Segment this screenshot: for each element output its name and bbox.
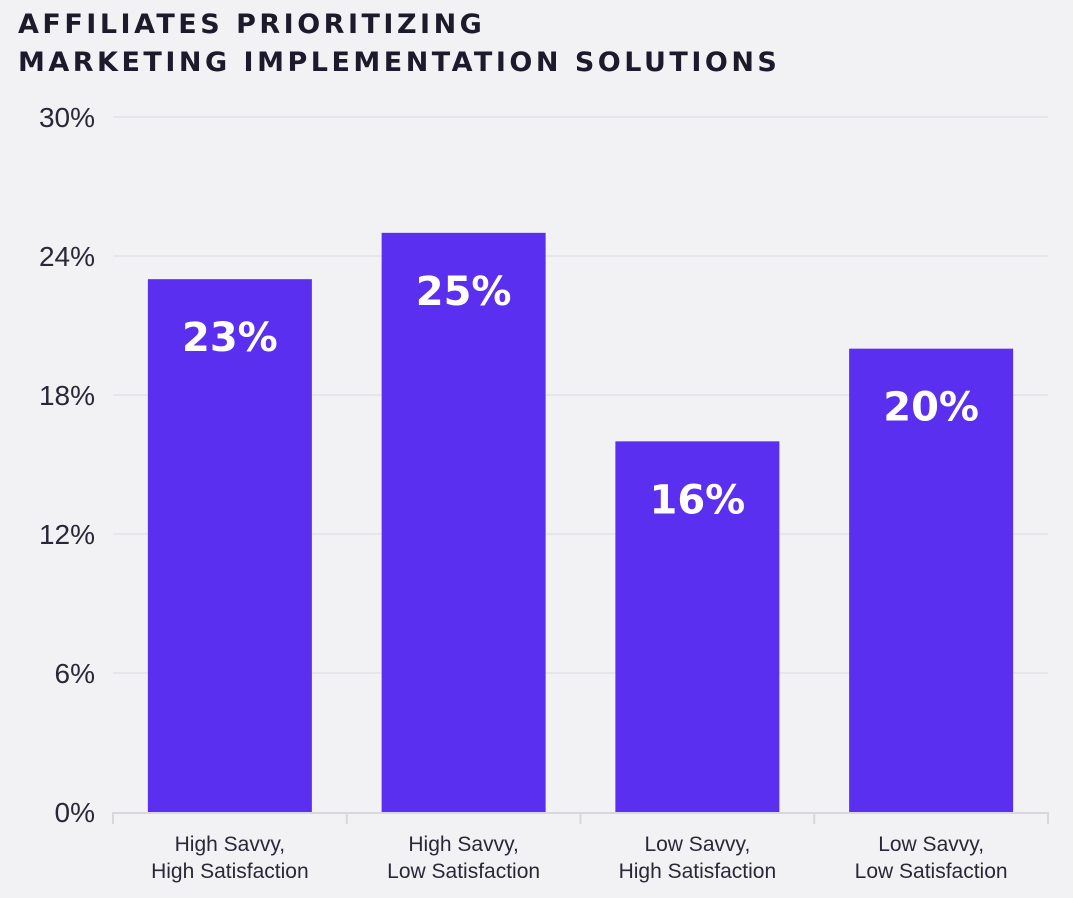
x-tick-label: High Savvy, <box>175 833 286 856</box>
chart-title-line-1: AFFILIATES PRIORITIZING <box>18 9 486 40</box>
x-tick-label: High Satisfaction <box>619 860 777 883</box>
y-tick-label: 24% <box>39 241 95 272</box>
y-tick-label: 18% <box>39 380 95 411</box>
chart-title-line-2: MARKETING IMPLEMENTATION SOLUTIONS <box>18 47 781 78</box>
bar <box>147 279 312 813</box>
x-tick-label: Low Savvy, <box>878 833 984 856</box>
x-tick-label: High Satisfaction <box>151 860 309 883</box>
data-label: 20% <box>883 385 979 431</box>
data-label: 16% <box>650 477 746 523</box>
chart-title: AFFILIATES PRIORITIZING MARKETING IMPLEM… <box>18 6 780 82</box>
y-tick-label: 6% <box>55 658 95 689</box>
y-tick-label: 30% <box>39 102 95 133</box>
x-tick-label: Low Savvy, <box>644 833 750 856</box>
data-label: 23% <box>182 315 278 361</box>
bar <box>381 232 546 813</box>
x-tick-label: Low Satisfaction <box>855 860 1008 883</box>
y-tick-label: 0% <box>55 797 95 828</box>
x-tick-label: High Savvy, <box>408 833 519 856</box>
bar <box>615 441 780 812</box>
x-tick-label: Low Satisfaction <box>387 860 540 883</box>
data-label: 25% <box>416 269 512 315</box>
bar <box>849 348 1014 812</box>
y-tick-label: 12% <box>39 519 95 550</box>
